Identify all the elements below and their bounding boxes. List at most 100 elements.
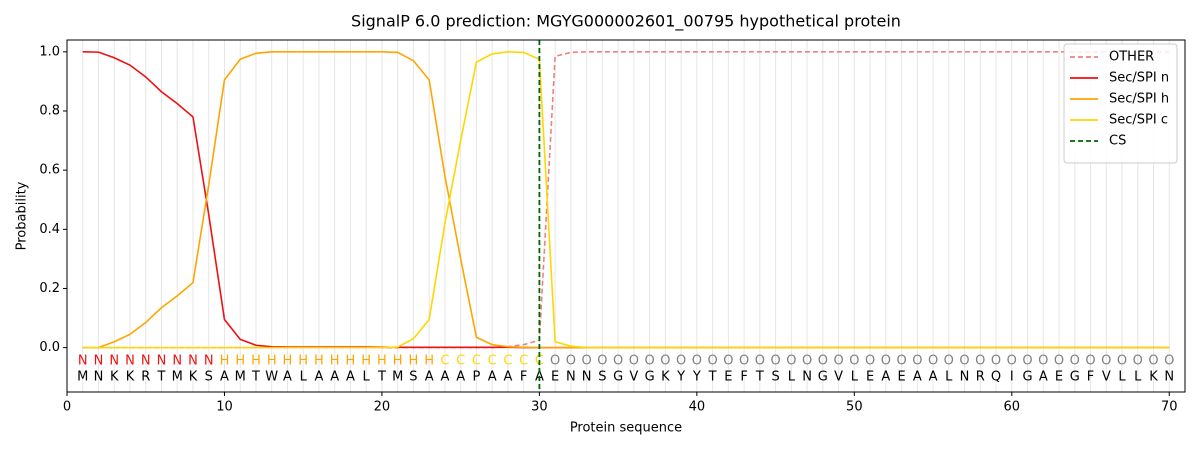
region-label: C [472,354,481,369]
residue-label: A [314,370,323,385]
y-axis-label: Probability [15,181,30,250]
region-label: N [157,354,167,369]
region-label: N [204,354,214,369]
residue-label: K [189,370,198,385]
x-tick-label: 70 [1161,400,1178,415]
region-label: O [928,354,938,369]
residue-label: M [172,370,183,385]
legend-label: Sec/SPI c [1109,113,1168,128]
region-label: O [645,354,655,369]
residue-label: L [788,370,796,385]
residue-label: K [661,370,670,385]
residue-label: N [960,370,970,385]
residue-label: V [1102,370,1111,385]
residue-label: L [945,370,953,385]
residue-label: V [834,370,843,385]
residue-label: A [1039,370,1048,385]
region-label: H [298,354,308,369]
region-label: O [770,354,780,369]
residue-label: N [94,370,104,385]
residue-label: K [126,370,135,385]
residue-label: A [330,370,339,385]
residue-label: A [440,370,449,385]
residue-label: A [488,370,497,385]
region-label: C [503,354,512,369]
region-label: O [786,354,796,369]
region-label: O [975,354,985,369]
region-label: O [755,354,765,369]
legend-box [1063,43,1178,164]
region-label: O [802,354,812,369]
x-tick-label: 50 [846,400,863,415]
residue-label: R [976,370,985,385]
residue-label: G [1022,370,1032,385]
legend-label: CS [1109,134,1126,149]
x-tick-label: 20 [374,400,391,415]
region-label: H [330,354,340,369]
residue-label: T [755,370,764,385]
region-label: H [361,354,371,369]
chart-title: SignalP 6.0 prediction: MGYG000002601_00… [351,12,901,32]
region-label: O [1038,354,1048,369]
region-label: O [1022,354,1032,369]
region-label: O [1007,354,1017,369]
region-label: O [1164,354,1174,369]
residue-label: L [363,370,371,385]
x-tick-label: 0 [63,400,71,415]
residue-label: S [409,370,417,385]
residue-label: K [1149,370,1158,385]
y-tick-label: 0.8 [39,103,60,118]
region-label: O [818,354,828,369]
region-label: N [188,354,198,369]
residue-label: N [1164,370,1174,385]
residue-label: A [456,370,465,385]
region-label: H [314,354,324,369]
region-label: O [566,354,576,369]
region-label: O [1133,354,1143,369]
region-label: O [1070,354,1080,369]
region-label: O [849,354,859,369]
x-tick-label: 30 [531,400,548,415]
residue-label: W [265,370,278,385]
region-label: O [1148,354,1158,369]
region-label: H [251,354,261,369]
residue-label: A [929,370,938,385]
residue-label: L [1118,370,1126,385]
y-tick-label: 0.0 [39,340,60,355]
residue-label: E [724,370,732,385]
residue-label: A [881,370,890,385]
residue-label: K [110,370,119,385]
region-label: O [959,354,969,369]
region-label: O [692,354,702,369]
residue-label: G [818,370,828,385]
residue-label: N [582,370,592,385]
residue-label: A [913,370,922,385]
x-tick-label: 40 [689,400,706,415]
residue-label: G [613,370,623,385]
region-label: C [519,354,528,369]
residue-label: L [851,370,859,385]
residue-label: V [629,370,638,385]
region-label: O [1085,354,1095,369]
residue-label: E [1055,370,1063,385]
residue-label: M [235,370,246,385]
residue-label: I [1010,370,1014,385]
series-line [82,51,1170,349]
region-label: H [267,354,277,369]
legend-label: Sec/SPI n [1109,71,1169,86]
region-label: H [346,354,356,369]
region-label: O [944,354,954,369]
residue-label: P [472,370,480,385]
residue-label: L [1134,370,1142,385]
region-label: O [613,354,623,369]
legend-label: Sec/SPI h [1109,92,1169,107]
axes-frame [66,39,1186,393]
region-label: H [393,354,403,369]
residue-label: L [300,370,308,385]
region-label: O [912,354,922,369]
residue-label: G [1070,370,1080,385]
y-tick-label: 0.4 [39,222,60,237]
region-label: O [707,354,717,369]
